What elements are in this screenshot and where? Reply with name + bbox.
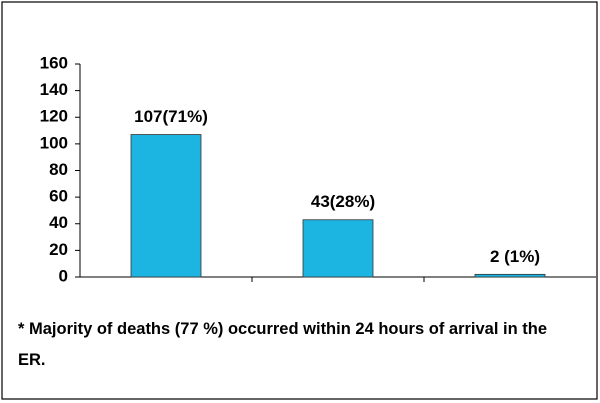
value-label: 107(71%) bbox=[134, 107, 208, 126]
annotation: * Majority of deaths (77 %) occurred wit… bbox=[18, 320, 548, 369]
y-tick-label: 60 bbox=[49, 187, 68, 206]
bar bbox=[474, 273, 546, 278]
value-label: 43(28%) bbox=[311, 192, 375, 211]
y-tick-label: 120 bbox=[40, 107, 68, 126]
bar bbox=[302, 219, 374, 278]
y-tick-label: 40 bbox=[49, 213, 68, 232]
value-label: 2 (1%) bbox=[490, 247, 540, 266]
y-tick-label: 20 bbox=[49, 240, 68, 259]
y-tick-label: 100 bbox=[40, 133, 68, 152]
y-tick-label: 140 bbox=[40, 80, 68, 99]
bar bbox=[130, 134, 202, 278]
y-tick-label: 160 bbox=[40, 53, 68, 72]
y-tick-label: 80 bbox=[49, 160, 68, 179]
y-tick-label: 0 bbox=[59, 266, 68, 285]
